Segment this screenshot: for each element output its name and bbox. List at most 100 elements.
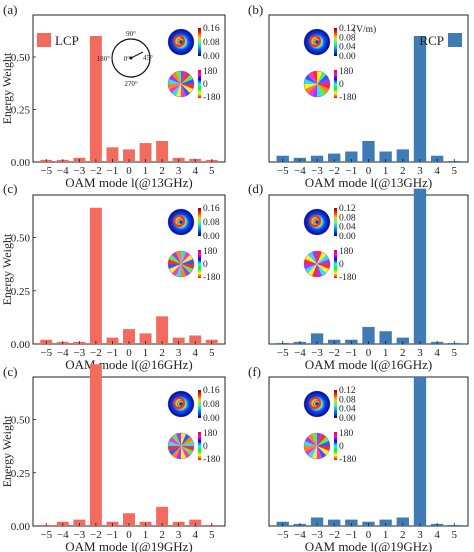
x-tick-label: −2 — [328, 529, 340, 541]
phase-sector — [312, 446, 317, 459]
phase-sector — [317, 84, 330, 94]
bar — [310, 333, 324, 344]
x-tick-label: 3 — [176, 165, 182, 177]
x-tick-label: 4 — [192, 529, 198, 541]
phase-sector — [181, 264, 194, 274]
y-tick-label: 0.50 — [11, 415, 31, 427]
legend-swatch — [448, 33, 462, 47]
amplitude-map — [303, 208, 331, 236]
phase-map — [167, 70, 195, 98]
x-axis-label: OAM mode l(@13GHz) — [305, 175, 433, 190]
amplitude-tick-label: 0.00 — [339, 414, 356, 424]
bar — [379, 331, 392, 344]
phase-sector — [181, 84, 194, 94]
phase-sector — [304, 74, 317, 84]
bar — [396, 517, 409, 526]
y-axis-label: Energy Weight — [0, 52, 14, 124]
bar — [156, 316, 169, 344]
phase-sector — [168, 264, 181, 274]
phase-tick-label: -180 — [339, 455, 357, 465]
polar-diagram: 90° 180° 0° 45° 270° — [97, 30, 153, 88]
amplitude-tick-label: 0.00 — [203, 414, 220, 424]
amplitude-tick-label: 0.08 — [203, 218, 220, 228]
y-tick-label: 0.25 — [11, 286, 31, 298]
phase-sector — [304, 254, 317, 264]
phase-sector — [171, 446, 181, 459]
phase-sector — [317, 251, 322, 264]
phase-sector — [304, 446, 317, 456]
phase-sector — [176, 446, 181, 459]
phase-sector — [181, 264, 191, 277]
bar — [123, 329, 135, 344]
plot-frame — [32, 376, 226, 527]
amplitude-tick-label: 0.16 — [203, 24, 220, 34]
bar — [89, 364, 102, 526]
x-tick-label: 2 — [159, 347, 165, 359]
x-tick-label: −2 — [328, 165, 340, 177]
phase-sector — [304, 259, 317, 264]
amplitude-ring — [173, 215, 185, 227]
x-tick-label: 5 — [452, 529, 458, 541]
amplitude-tick-label: 0.12 — [339, 386, 356, 396]
x-tick-label: 0 — [366, 165, 372, 177]
bar — [396, 337, 409, 344]
x-tick-label: 5 — [452, 347, 458, 359]
x-tick-label: 0 — [366, 529, 372, 541]
x-tick-label: 5 — [209, 347, 215, 359]
phase-sector — [317, 251, 327, 264]
field-insets: 0.16 0.08 0.00 180 0 -180 — [167, 24, 221, 103]
x-tick-label: 4 — [192, 165, 198, 177]
phase-sector — [312, 264, 317, 277]
phase-sector — [317, 436, 330, 446]
x-tick-label: −5 — [277, 529, 289, 541]
amplitude-map — [303, 28, 331, 56]
phase-sector — [181, 84, 186, 97]
phase-sector — [176, 84, 181, 97]
bar — [156, 141, 169, 162]
bar — [413, 36, 427, 162]
amplitude-map — [167, 208, 195, 236]
phase-sector — [307, 433, 317, 446]
phase-sector — [317, 264, 330, 269]
polar-label-180: 180° — [97, 55, 111, 63]
phase-sector — [181, 264, 194, 269]
phase-map — [167, 250, 195, 278]
panel-label: (f) — [248, 364, 261, 379]
x-tick-label: −2 — [328, 347, 340, 359]
bar — [106, 337, 119, 344]
phase-sector — [312, 433, 317, 446]
phase-sector — [304, 264, 317, 274]
phase-sector — [181, 259, 194, 264]
phase-sector — [181, 74, 194, 84]
phase-sector — [168, 259, 181, 264]
amplitude-tick-label: 0.00 — [203, 52, 220, 62]
phase-tick-label: -180 — [203, 93, 221, 103]
polar-label-45: 45° — [143, 54, 153, 62]
x-tick-label: 4 — [434, 347, 440, 359]
amplitude-tick-label: 0.00 — [339, 52, 356, 62]
phase-tick-label: 180 — [203, 247, 218, 257]
x-tick-label: −1 — [107, 347, 119, 359]
x-tick-label: 2 — [400, 529, 406, 541]
bar — [362, 141, 375, 162]
bar — [328, 519, 341, 526]
x-tick-label: 4 — [434, 529, 440, 541]
x-tick-label: 0 — [126, 529, 132, 541]
amplitude-map — [167, 28, 195, 56]
phase-sector — [317, 433, 322, 446]
x-tick-label: 2 — [400, 165, 406, 177]
amplitude-tick-label: 0.00 — [203, 232, 220, 242]
polar-label-0: 0° — [124, 55, 131, 63]
x-tick-label: 3 — [417, 529, 423, 541]
y-axis-label: Energy Weight — [0, 415, 14, 487]
phase-sector — [176, 251, 181, 264]
phase-sector — [168, 446, 181, 451]
polar-arrow — [130, 51, 144, 59]
phase-sector — [181, 446, 186, 459]
field-insets: 0.120.080.040.00 180 0 -180 — [303, 386, 357, 465]
bar — [106, 147, 119, 162]
bar — [345, 519, 358, 526]
